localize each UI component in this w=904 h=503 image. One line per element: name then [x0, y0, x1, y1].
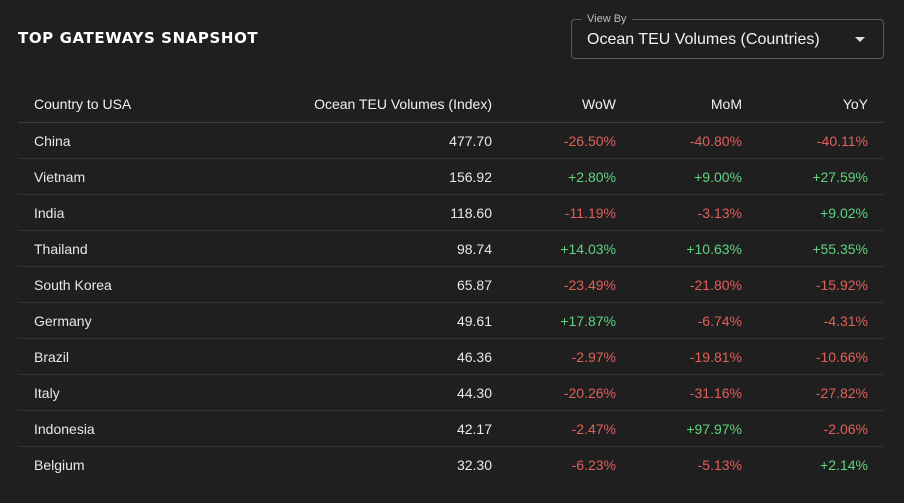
- cell-wow: +14.03%: [508, 230, 632, 267]
- cell-mom: -5.13%: [697, 456, 742, 473]
- table-row[interactable]: Thailand 98.74 +14.03% +10.63% +55.35%: [18, 230, 884, 267]
- cell-index: 477.70: [218, 122, 508, 159]
- gateways-table: Country to USA Ocean TEU Volumes (Index)…: [18, 85, 884, 482]
- cell-yoy: -10.66%: [758, 338, 884, 375]
- cell-yoy: -27.82%: [758, 374, 884, 411]
- cell-wow: +2.80%: [508, 158, 632, 195]
- cell-wow: +17.87%: [508, 302, 632, 339]
- cell-index: 32.30: [456, 456, 492, 473]
- table-row[interactable]: Germany 49.61 +17.87% -6.74% -4.31%: [18, 302, 884, 339]
- cell-mom: +10.63%: [632, 230, 758, 267]
- cell-wow: -23.49%: [508, 266, 632, 303]
- cell-mom: +9.00%: [632, 158, 758, 195]
- view-by-label: View By: [582, 12, 632, 26]
- cell-mom: -40.80%: [632, 122, 758, 159]
- cell-wow: -6.23%: [571, 456, 616, 473]
- cell-wow: -26.50%: [508, 122, 632, 159]
- cell-index: 65.87: [218, 266, 508, 303]
- cell-index: 156.92: [218, 158, 508, 195]
- cell-wow: -2.97%: [508, 338, 632, 375]
- cell-country: Brazil: [18, 338, 218, 375]
- cell-yoy: -40.11%: [758, 122, 884, 159]
- cell-country: Germany: [18, 302, 218, 339]
- column-header-yoy[interactable]: YoY: [758, 85, 884, 123]
- column-header-country[interactable]: Country to USA: [18, 85, 218, 123]
- cell-mom: -6.74%: [632, 302, 758, 339]
- cell-country: Belgium: [34, 456, 85, 473]
- table-row[interactable]: Vietnam 156.92 +2.80% +9.00% +27.59%: [18, 158, 884, 195]
- cell-country: Indonesia: [18, 410, 218, 447]
- cell-wow: -20.26%: [508, 374, 632, 411]
- panel-title: TOP GATEWAYS SNAPSHOT: [18, 29, 259, 47]
- cell-index: 49.61: [218, 302, 508, 339]
- cell-mom: -31.16%: [632, 374, 758, 411]
- view-by-value: Ocean TEU Volumes (Countries): [587, 31, 820, 48]
- table-header-row: Country to USA Ocean TEU Volumes (Index)…: [18, 85, 884, 123]
- column-header-mom[interactable]: MoM: [632, 85, 758, 123]
- cell-mom: -3.13%: [632, 194, 758, 231]
- cell-yoy: +2.14%: [820, 456, 868, 473]
- cell-wow: -2.47%: [508, 410, 632, 447]
- table-row[interactable]: South Korea 65.87 -23.49% -21.80% -15.92%: [18, 266, 884, 303]
- table-row[interactable]: China 477.70 -26.50% -40.80% -40.11%: [18, 122, 884, 159]
- cell-index: 98.74: [218, 230, 508, 267]
- table-body: China 477.70 -26.50% -40.80% -40.11% Vietnam 1…: [18, 122, 884, 483]
- cell-mom: -19.81%: [632, 338, 758, 375]
- view-by-select[interactable]: View By Ocean TEU Volumes (Countries): [571, 12, 884, 59]
- cell-yoy: +9.02%: [758, 194, 884, 231]
- cell-mom: -21.80%: [632, 266, 758, 303]
- cell-yoy: -15.92%: [758, 266, 884, 303]
- table-row[interactable]: Belgium 32.30 -6.23% -5.13% +2.14%: [18, 447, 884, 483]
- caret-down-icon: [855, 37, 865, 42]
- cell-country: South Korea: [18, 266, 218, 303]
- column-header-index[interactable]: Ocean TEU Volumes (Index): [218, 85, 508, 123]
- cell-index: 46.36: [218, 338, 508, 375]
- column-header-wow[interactable]: WoW: [508, 85, 632, 123]
- cell-country: India: [18, 194, 218, 231]
- cell-country: Thailand: [18, 230, 218, 267]
- table-row[interactable]: Italy 44.30 -20.26% -31.16% -27.82%: [18, 374, 884, 411]
- cell-country: China: [18, 122, 218, 159]
- cell-yoy: -4.31%: [758, 302, 884, 339]
- cell-index: 118.60: [218, 194, 508, 231]
- cell-country: Italy: [18, 374, 218, 411]
- table-row[interactable]: Indonesia 42.17 -2.47% +97.97% -2.06%: [18, 410, 884, 447]
- table-row[interactable]: Brazil 46.36 -2.97% -19.81% -10.66%: [18, 338, 884, 375]
- cell-yoy: -2.06%: [758, 410, 884, 447]
- cell-country: Vietnam: [18, 158, 218, 195]
- cell-index: 44.30: [218, 374, 508, 411]
- cell-mom: +97.97%: [632, 410, 758, 447]
- cell-index: 42.17: [218, 410, 508, 447]
- cell-wow: -11.19%: [508, 194, 632, 231]
- cell-yoy: +55.35%: [758, 230, 884, 267]
- cell-yoy: +27.59%: [758, 158, 884, 195]
- table-row[interactable]: India 118.60 -11.19% -3.13% +9.02%: [18, 194, 884, 231]
